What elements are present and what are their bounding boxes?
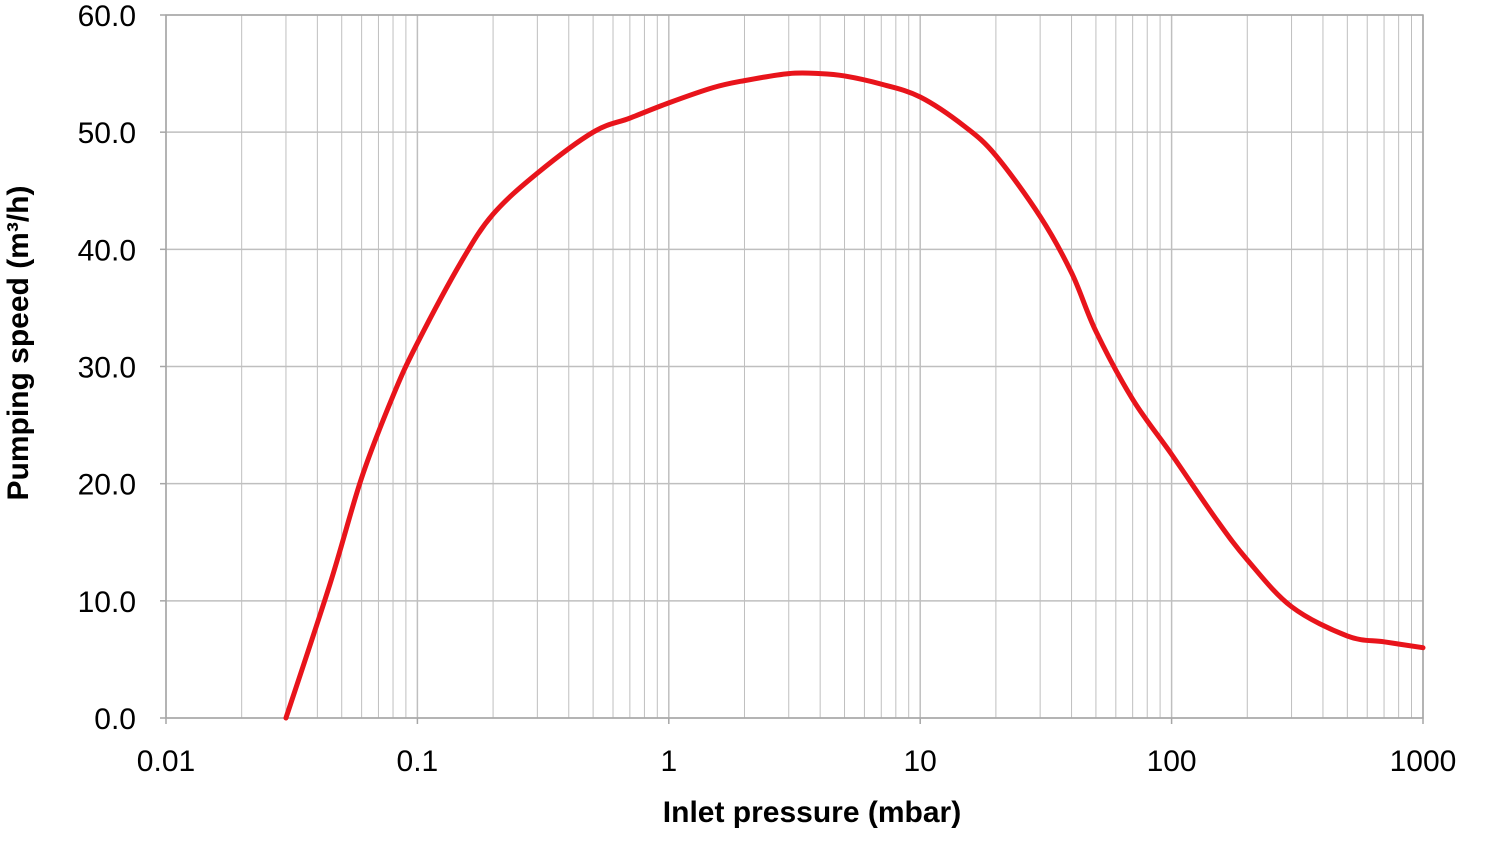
x-tick-label: 10	[904, 745, 937, 778]
y-tick-label: 10.0	[78, 586, 136, 619]
grid-layer	[160, 14, 1424, 724]
series-line-0	[283, 70, 1426, 721]
x-tick-label: 0.1	[397, 745, 439, 778]
y-tick-label: 0.0	[94, 703, 136, 736]
x-axis-title: Inlet pressure (mbar)	[663, 796, 961, 829]
y-axis-title: Pumping speed (m³/h)	[2, 186, 35, 501]
x-tick-label: 0.01	[137, 745, 195, 778]
x-tick-label: 1	[660, 745, 677, 778]
plot-frame	[165, 14, 1424, 719]
y-tick-label: 50.0	[78, 117, 136, 150]
tick-labels: 0.01 0.1 1 10 100 1000 0.0 10.0 20.0 30.0 40.0 50.0…	[78, 0, 1457, 778]
y-tick-label: 30.0	[78, 352, 136, 385]
y-tick-label: 60.0	[78, 0, 136, 33]
x-tick-label: 100	[1147, 745, 1197, 778]
x-tick-label: 1000	[1390, 745, 1457, 778]
series-layer	[283, 70, 1426, 721]
y-tick-label: 40.0	[78, 234, 136, 267]
y-tick-label: 20.0	[78, 469, 136, 502]
